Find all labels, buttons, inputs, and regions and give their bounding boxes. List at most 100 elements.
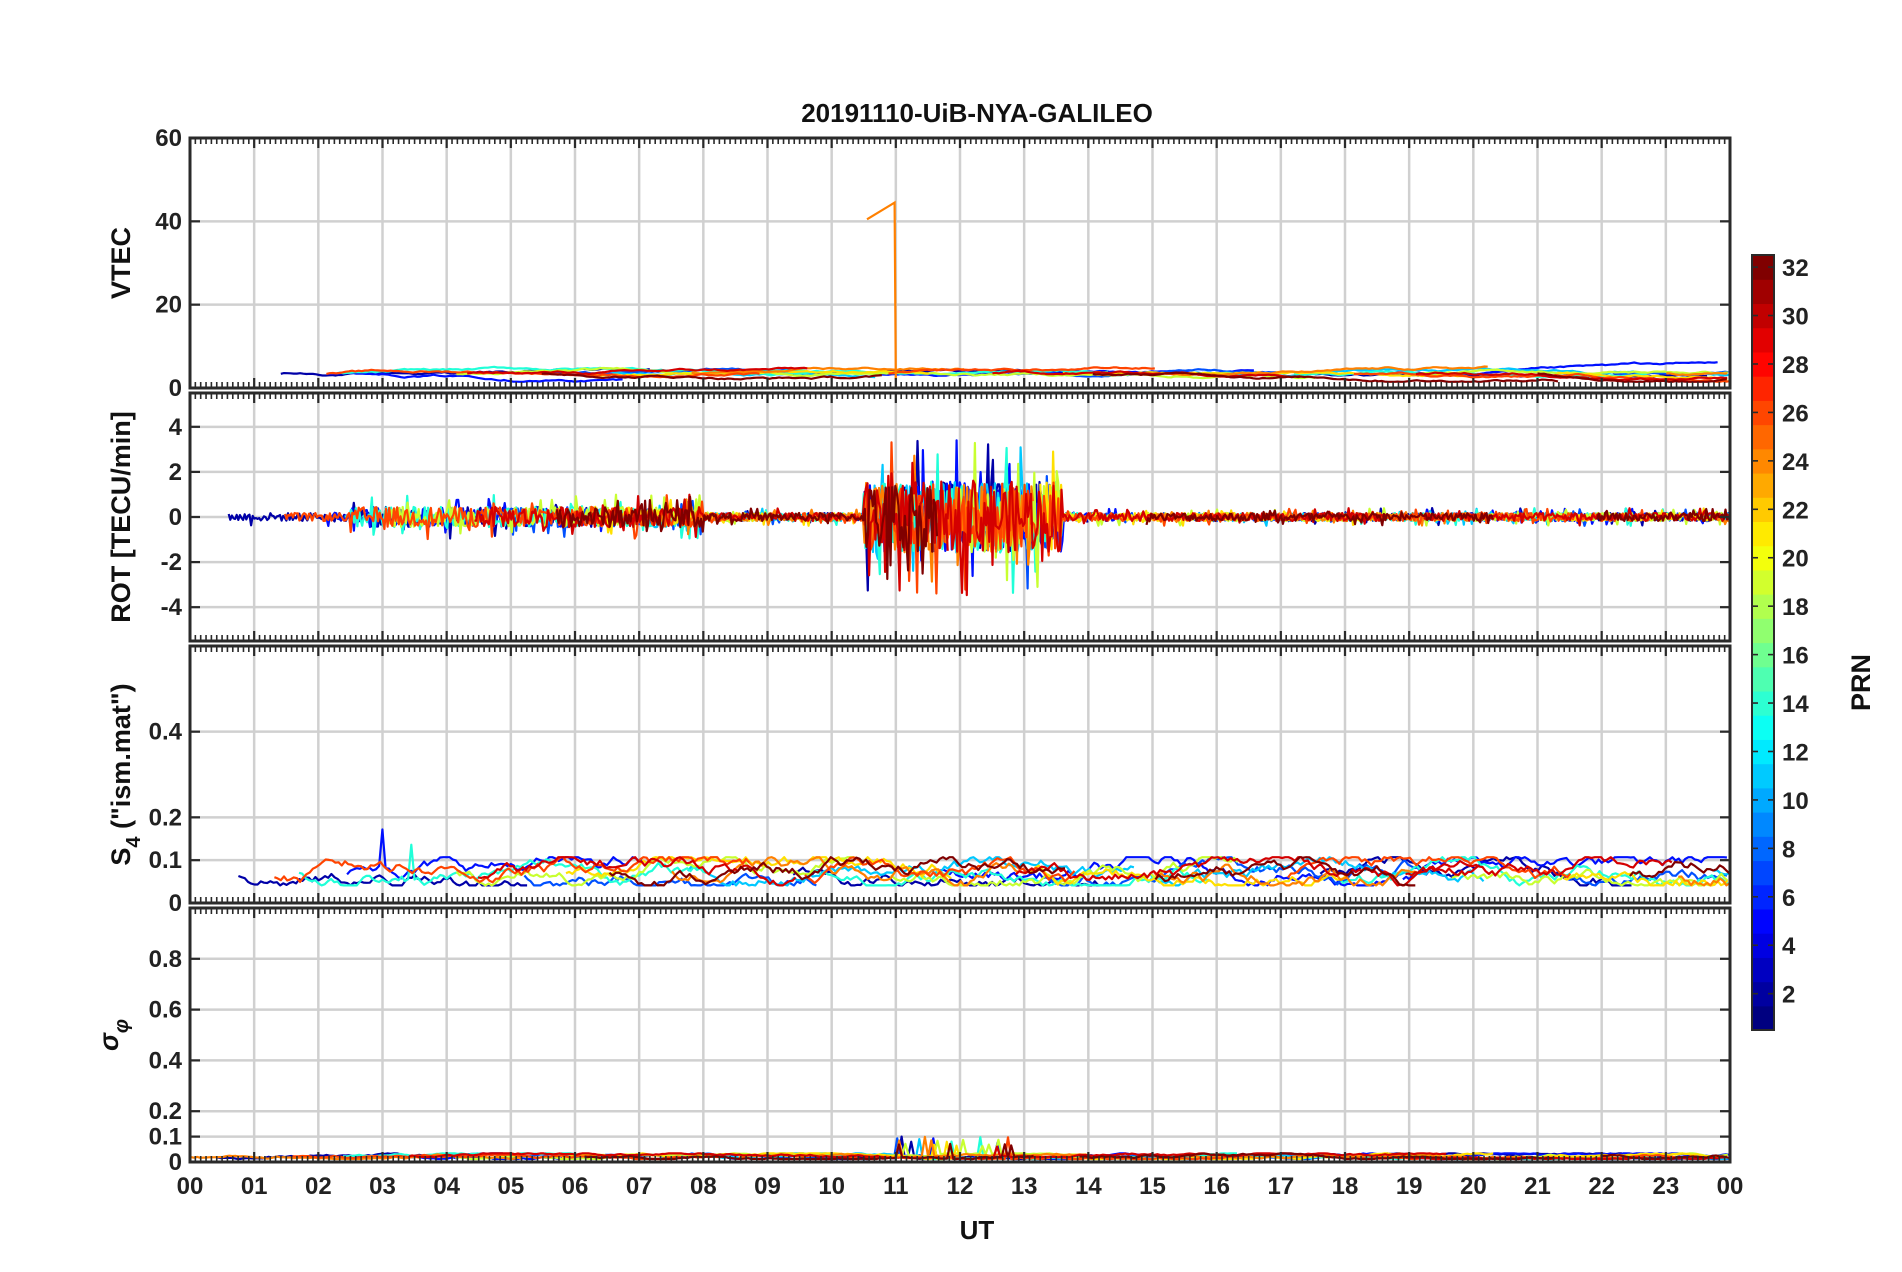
rot-traces — [227, 439, 1730, 597]
rot-y-axis: -4 -2 0 2 4 — [161, 414, 1730, 621]
s4-series-prn-21 — [565, 856, 952, 880]
vtec-y-tick-label: 40 — [155, 208, 182, 235]
x-tick-label: 14 — [1075, 1173, 1102, 1200]
vtec-series-prn-33 — [541, 372, 882, 381]
sigma-y-label-main: σ — [94, 1032, 124, 1051]
x-tick-label: 00 — [1717, 1173, 1744, 1200]
rot-y-tick-label: -4 — [161, 594, 183, 621]
colorbar-tick-label: 8 — [1782, 836, 1795, 863]
x-tick-label: 11 — [883, 1173, 908, 1200]
x-tick-label: 21 — [1524, 1173, 1551, 1200]
s4-series-prn-11 — [687, 856, 1135, 887]
colorbar-swatch — [1752, 836, 1774, 862]
x-tick-label: 03 — [369, 1173, 396, 1200]
s4-y-tick-label: 0.1 — [149, 847, 182, 874]
s4-x-ticks — [188, 646, 1732, 903]
colorbar-tick-label: 6 — [1782, 885, 1795, 912]
vtec-series-prn-24 — [1666, 372, 1728, 377]
vtec-traces — [280, 200, 1730, 383]
colorbar-swatch — [1752, 642, 1774, 668]
sigma-grid — [190, 908, 1730, 1162]
sigma-series-prn-33 — [584, 1142, 1034, 1161]
s4-series-prn-30 — [1405, 856, 1673, 877]
s4-series-prn-33 — [608, 856, 1066, 887]
x-tick-label: 16 — [1203, 1173, 1230, 1200]
sigma-series-prn-21 — [1547, 1152, 1728, 1159]
s4-series-prn-13 — [811, 866, 1211, 887]
s4-series-prn-24 — [1678, 875, 1730, 887]
x-tick-label: 12 — [947, 1173, 974, 1200]
s4-series-prn-33 — [1154, 856, 1416, 887]
s4-series-prn-26 — [1287, 856, 1572, 880]
s4-y-label-sub: 4 — [123, 836, 145, 848]
x-tick-label: 17 — [1267, 1173, 1294, 1200]
vtec-y-tick-label: 20 — [155, 292, 182, 319]
rot-series-prn-33 — [555, 484, 939, 581]
s4-y-label: S4 ("ism.mat") — [106, 683, 145, 865]
colorbar-tick-label: 30 — [1782, 304, 1809, 331]
vtec-y-axis: 0 20 40 60 — [155, 125, 1730, 402]
x-tick-label: 00 — [177, 1173, 204, 1200]
x-tick-label: 20 — [1460, 1173, 1487, 1200]
colorbar-tick-label: 26 — [1782, 400, 1809, 427]
vtec-y-label: VTEC — [106, 227, 136, 299]
x-tick-label: 13 — [1011, 1173, 1038, 1200]
colorbar-swatch — [1752, 497, 1774, 523]
sigma-y-tick-label: 0 — [169, 1149, 182, 1176]
sigma-y-tick-label: 0.6 — [149, 997, 182, 1024]
colorbar-swatch — [1752, 690, 1774, 716]
s4-series-prn-30 — [477, 856, 797, 887]
colorbar-tick-label: 2 — [1782, 982, 1795, 1009]
rot-x-ticks — [188, 393, 1732, 641]
sigma-y-label: σφ — [94, 1019, 133, 1051]
sigma-series-prn-30 — [408, 1152, 888, 1159]
sigma-series-prn-33 — [1600, 1153, 1730, 1161]
colorbar-swatch — [1752, 521, 1774, 547]
x-tick-label: 06 — [562, 1173, 589, 1200]
colorbar-tick-label: 4 — [1782, 933, 1796, 960]
panel-vtec: 0 20 40 60 VTEC — [106, 125, 1732, 402]
rot-y-label: ROT [TECU/min] — [106, 411, 136, 622]
s4-series-prn-7 — [1566, 869, 1728, 887]
colorbar-tick-label: 32 — [1782, 255, 1809, 282]
s4-y-axis: 0 0.1 0.2 0.4 — [149, 719, 1730, 917]
panel-sigma: 00.10.2 0.4 0.6 0.8 σφ — [94, 906, 1732, 1176]
rot-y-tick-label: 0 — [169, 504, 182, 531]
colorbar-swatch — [1752, 448, 1774, 474]
vtec-series-prn-33 — [1537, 372, 1727, 383]
vtec-grid — [190, 138, 1730, 388]
colorbar-swatch — [1752, 933, 1774, 958]
sigma-y-tick-label: 0.2 — [149, 1098, 182, 1125]
sigma-y-axis: 00.10.2 0.4 0.6 0.8 — [149, 946, 1730, 1176]
vtec-x-ticks — [188, 138, 1732, 388]
colorbar-swatch — [1752, 715, 1774, 740]
vtec-y-tick-label: 0 — [169, 375, 182, 402]
x-tick-label: 02 — [305, 1173, 332, 1200]
colorbar-tick-label: 14 — [1782, 691, 1809, 718]
x-tick-label: 10 — [818, 1173, 845, 1200]
sigma-y-label-sub: φ — [111, 1019, 133, 1033]
s4-y-tick-label: 0.4 — [149, 719, 183, 746]
s4-series-prn-21 — [1028, 864, 1348, 887]
x-axis-title: UT — [960, 1215, 995, 1245]
colorbar-tick-label: 20 — [1782, 546, 1809, 573]
rot-series-prn-33 — [1596, 507, 1730, 522]
s4-series-prn-33 — [1629, 861, 1730, 878]
colorbar-swatch — [1752, 255, 1774, 280]
colorbar-swatch — [1752, 908, 1774, 934]
rot-series-prn-33 — [1145, 509, 1495, 527]
rot-series-prn-26 — [283, 494, 747, 541]
colorbar-swatch — [1752, 472, 1774, 498]
s4-series-prn-24 — [671, 856, 1020, 887]
rot-y-tick-label: -2 — [161, 549, 182, 576]
colorbar-label: PRN — [1846, 654, 1876, 711]
colorbar-swatch — [1752, 594, 1774, 619]
colorbar-swatch — [1752, 351, 1774, 377]
x-tick-label: 05 — [497, 1173, 524, 1200]
x-tick-label: 01 — [241, 1173, 268, 1200]
s4-y-tick-label: 0 — [169, 890, 182, 917]
colorbar-swatch — [1752, 763, 1774, 789]
